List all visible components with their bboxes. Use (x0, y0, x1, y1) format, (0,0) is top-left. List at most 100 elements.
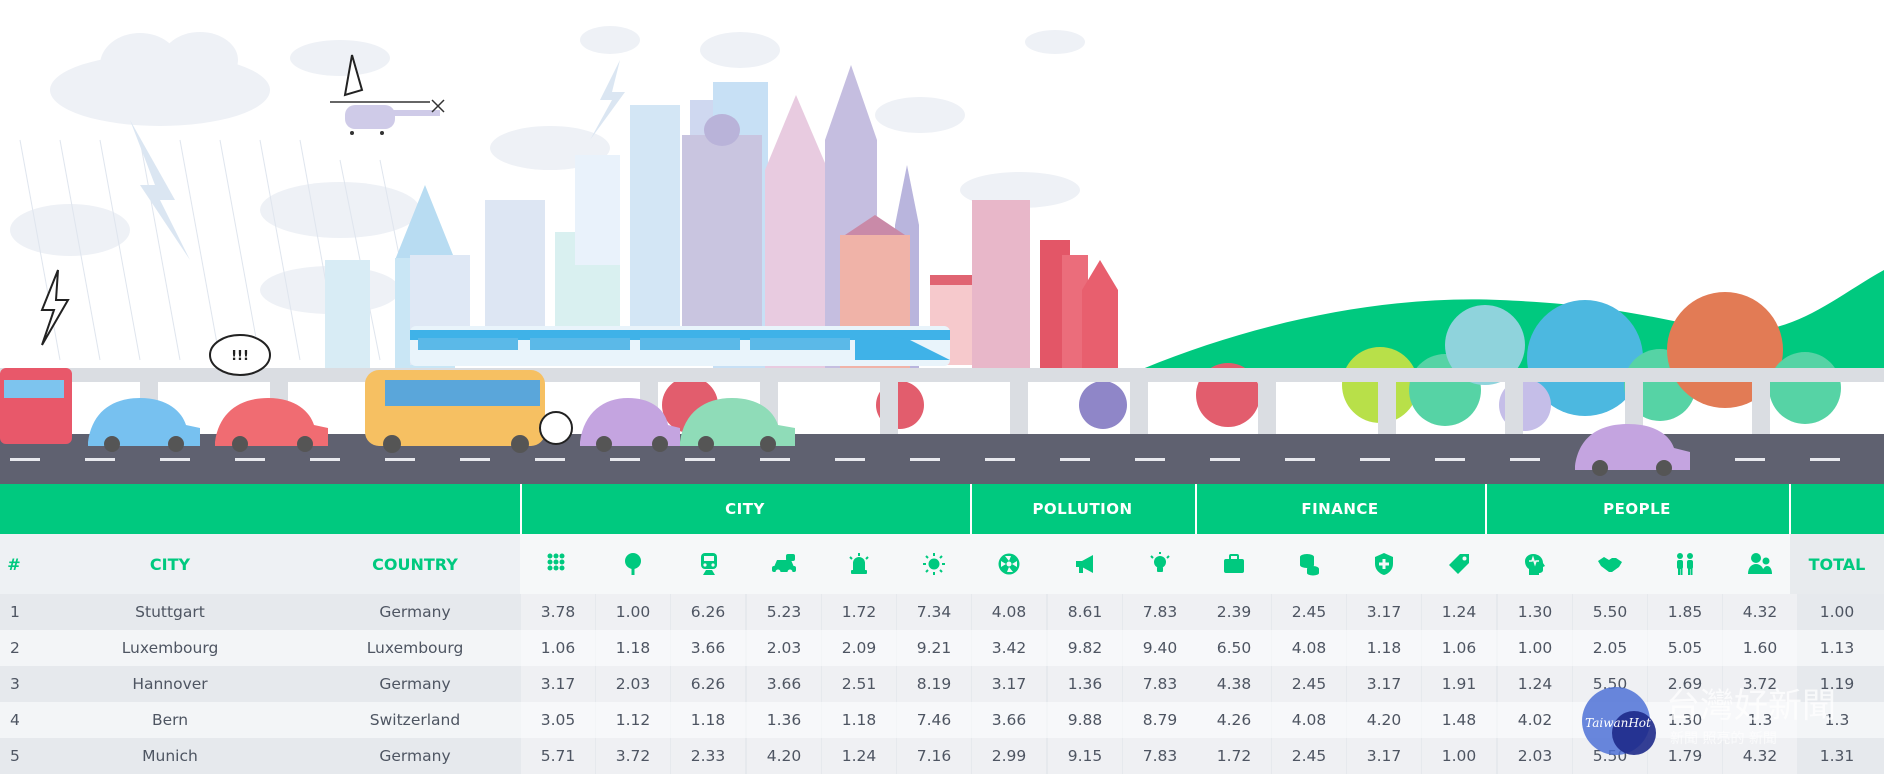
score-cell: 5.05 (1648, 630, 1722, 666)
alarm-siren-icon[interactable] (842, 547, 876, 581)
country-cell: Switzerland (369, 711, 461, 729)
score-cell: 4.38 (1197, 666, 1271, 702)
health-shield-icon[interactable] (1367, 547, 1401, 581)
score-cell: 1.72 (822, 594, 896, 630)
speech-bubble-text: !!! (231, 349, 249, 364)
score-cell: 9.88 (1048, 702, 1122, 738)
score-cell: 4.20 (1347, 702, 1421, 738)
score-cell: 1.18 (596, 630, 670, 666)
coin-stack-icon[interactable] (1292, 547, 1326, 581)
score-cell: 1.30 (1498, 594, 1572, 630)
score-cell: 4.08 (1272, 630, 1346, 666)
score-cell: 1.36 (1048, 666, 1122, 702)
vehicles (0, 368, 1690, 476)
score-cell: 5.23 (747, 594, 821, 630)
air-filter-icon[interactable] (992, 547, 1026, 581)
score-cell: 2.69 (1648, 666, 1722, 702)
score-cell: 2.09 (822, 630, 896, 666)
score-cell: 3.17 (972, 666, 1046, 702)
score-cell: 6.50 (1197, 630, 1271, 666)
skyline (325, 65, 1118, 372)
traffic-car-icon[interactable] (767, 547, 801, 581)
score-cell: 4.32 (1723, 594, 1797, 630)
score-cell: 1.3 (1723, 702, 1797, 738)
score-cell: 9.82 (1048, 630, 1122, 666)
mind-head-icon[interactable] (1518, 547, 1552, 581)
rank-cell: 3 (10, 675, 20, 693)
score-cell: 2.05 (1573, 630, 1647, 666)
score-cell: 7.83 (1123, 594, 1197, 630)
noise-megaphone-icon[interactable] (1068, 547, 1102, 581)
table-row[interactable]: 2 Luxembourg Luxembourg 1.06 1.18 3.66 2.03 2.0… (0, 630, 1884, 666)
score-cell: 4.08 (972, 594, 1046, 630)
score-cell: 1.00 (1422, 738, 1496, 774)
score-cell: 1.85 (1648, 594, 1722, 630)
price-tag-icon[interactable] (1442, 547, 1476, 581)
score-cell: 8.79 (1123, 702, 1197, 738)
score-cell: 2.03 (747, 630, 821, 666)
column-city[interactable]: CITY (149, 554, 191, 574)
handshake-icon[interactable] (1593, 547, 1627, 581)
score-cell: 4.26 (1197, 702, 1271, 738)
column-total[interactable]: TOTAL (1808, 554, 1866, 574)
score-cell: 3.72 (596, 738, 670, 774)
score-cell: 5.50 (1573, 594, 1647, 630)
score-cell: 3.66 (671, 630, 745, 666)
briefcase-icon[interactable] (1217, 547, 1251, 581)
light-bulb-icon[interactable] (1143, 547, 1177, 581)
score-cell: 6.26 (671, 594, 745, 630)
transit-grid-icon[interactable] (541, 547, 575, 581)
sun-icon[interactable] (917, 547, 951, 581)
score-cell: 1.30 (1648, 702, 1722, 738)
score-cell: 2.03 (596, 666, 670, 702)
city-illustration: !!! (0, 26, 1884, 484)
score-cell: 1.18 (822, 702, 896, 738)
country-cell: Germany (379, 603, 451, 621)
header-left-bg (0, 534, 520, 594)
family-icon[interactable] (1668, 547, 1702, 581)
score-cell: 8.19 (897, 666, 971, 702)
score-cell: 1.48 (1422, 702, 1496, 738)
rank-cell: 1 (10, 603, 20, 621)
score-cell: 2.03 (1498, 738, 1572, 774)
train-icon[interactable] (692, 547, 726, 581)
column-country[interactable]: COUNTRY (372, 554, 458, 574)
score-cell: 7.34 (897, 594, 971, 630)
score-cell: 3.42 (972, 630, 1046, 666)
score-cell: 3.72 (1723, 666, 1797, 702)
country-cell: Luxembourg (366, 639, 464, 657)
person-group-icon[interactable] (1743, 547, 1777, 581)
score-cell: 2.45 (1272, 594, 1346, 630)
column-rank[interactable]: # (7, 554, 21, 574)
score-cell: 1.60 (1723, 630, 1797, 666)
score-cell: 7.46 (897, 702, 971, 738)
score-cell: 5.71 (521, 738, 595, 774)
score-cell: 4.20 (747, 738, 821, 774)
group-header-band (0, 484, 1884, 534)
table-row[interactable]: 1 Stuttgart Germany 3.78 1.00 6.26 5.23 1.72 7.3… (0, 594, 1884, 630)
total-cell: 1.00 (1819, 603, 1855, 621)
score-cell: 3.17 (1347, 666, 1421, 702)
tree-icon[interactable] (616, 547, 650, 581)
score-cell: 1.12 (596, 702, 670, 738)
band-divider (1789, 484, 1791, 534)
score-cell: 1.91 (1422, 666, 1496, 702)
score-cell: 4.02 (1498, 702, 1572, 738)
table-row[interactable]: 4 Bern Switzerland 3.05 1.12 1.18 1.36 1.18 7.46… (0, 702, 1884, 738)
score-cell: 3.66 (747, 666, 821, 702)
score-cell: 2.99 (972, 738, 1046, 774)
score-cell: 3.17 (1347, 738, 1421, 774)
score-cell: 1.24 (1498, 666, 1572, 702)
lightning-icon (130, 120, 190, 260)
helicopter (330, 54, 445, 135)
score-cell: 9.21 (897, 630, 971, 666)
score-cell: 1.72 (1197, 738, 1271, 774)
score-cell: 1.18 (671, 702, 745, 738)
score-cell: 7.83 (1123, 738, 1197, 774)
band-divider (970, 484, 972, 534)
score-cell: 1.00 (596, 594, 670, 630)
city-cell: Luxembourg (121, 639, 219, 657)
watermark-brand: TaiwanHot (1585, 716, 1651, 730)
rank-cell: 2 (10, 639, 20, 657)
city-cell: Stuttgart (135, 603, 205, 621)
